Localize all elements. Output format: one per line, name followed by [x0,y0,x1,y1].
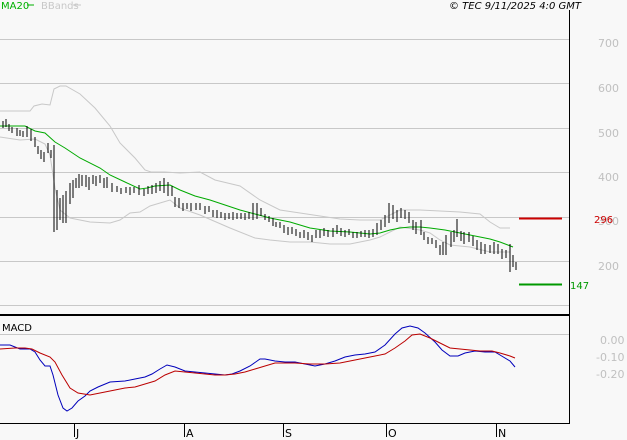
month-label: J [75,427,79,440]
macd-y-axis: 0.00 -0.10 -0.20 [596,334,625,381]
y-tick-label: 600 [598,82,619,95]
x-axis: J A S O N [74,423,506,440]
macd-title: MACD [2,323,32,334]
macd-y-tick: -0.20 [596,368,624,381]
bb-lower [0,136,510,253]
y-tick-label: 400 [598,171,619,184]
ma20-line [0,125,514,248]
month-label: A [186,427,194,440]
support-label: 147 [570,281,589,292]
macd-y-tick: -0.10 [596,351,624,364]
month-label: O [388,427,397,440]
bb-upper [0,85,510,229]
price-y-axis: 700 600 500 400 300 200 [598,37,619,273]
bollinger-bands [0,85,510,253]
resistance-label: 296 [594,215,613,226]
price-bars [2,119,517,272]
legend-ma20: MA20 [1,1,29,12]
y-tick-label: 500 [598,127,619,140]
legend-bbands: BBands [41,1,79,12]
y-tick-label: 300 [598,215,619,228]
y-tick-label: 700 [598,37,619,50]
price-grid [0,39,569,306]
signal-line [0,333,516,396]
month-label: N [498,427,506,440]
copyright-timestamp: © TEC 9/11/2025 4:0 GMT [449,1,582,12]
month-label: S [285,427,292,440]
macd-y-tick: 0.00 [600,334,625,347]
y-tick-label: 200 [598,260,619,273]
